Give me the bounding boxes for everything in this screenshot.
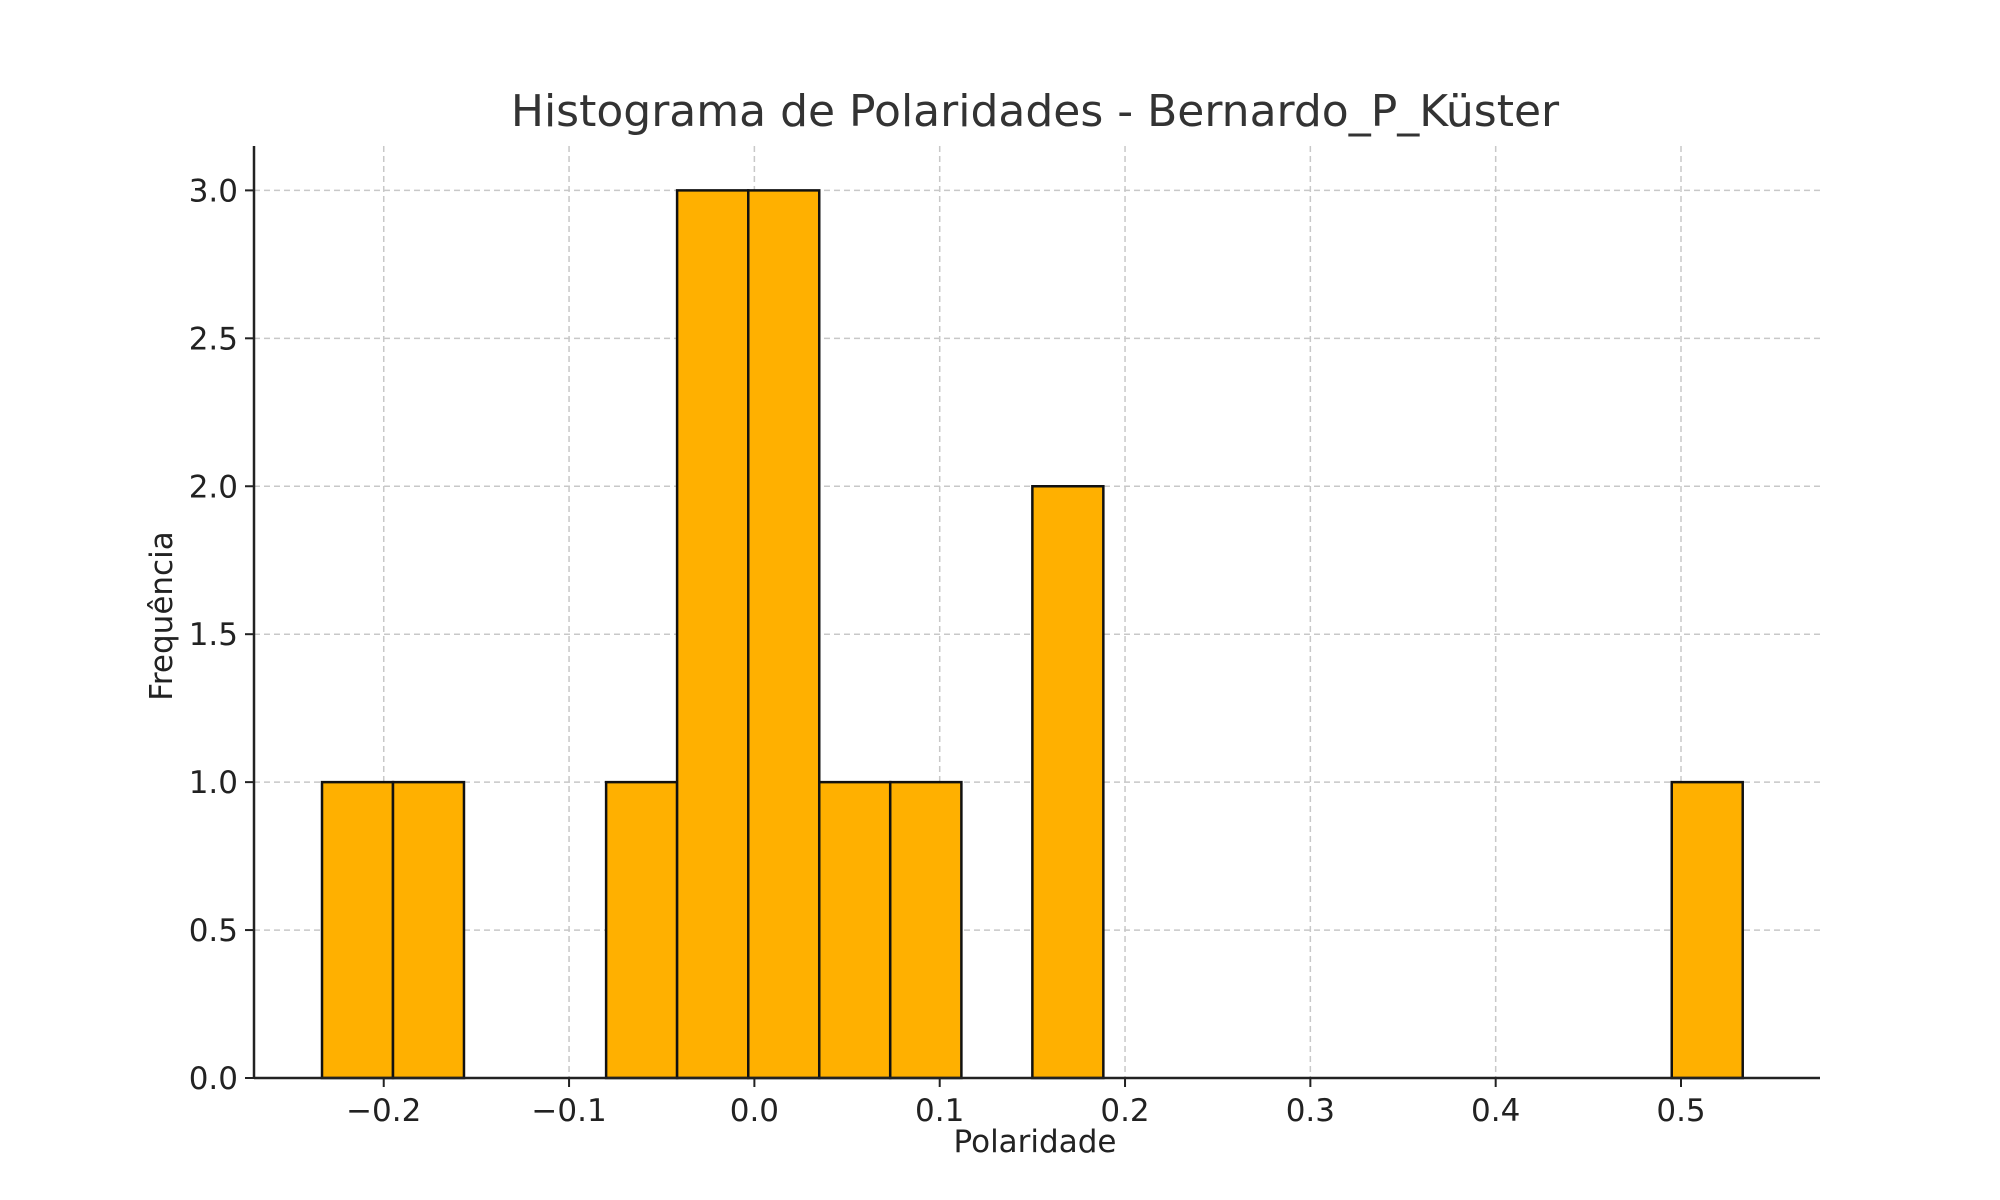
- histogram-bar: [1031, 485, 1105, 1080]
- y-axis-label: Frequência: [144, 531, 180, 700]
- y-tick-label: 0.5: [189, 913, 238, 949]
- chart-title: Histograma de Polaridades - Bernardo_P_K…: [511, 86, 1560, 137]
- bars-layer: [320, 189, 1744, 1080]
- histogram-bar: [604, 780, 679, 1080]
- histogram-bar: [747, 189, 821, 1080]
- x-tick-label: −0.1: [531, 1093, 606, 1129]
- x-tick-label: 0.2: [1100, 1093, 1149, 1129]
- x-tick-label: 0.0: [730, 1093, 779, 1129]
- y-tick-label: 1.0: [189, 765, 238, 801]
- x-axis-label: Polaridade: [954, 1124, 1117, 1160]
- histogram-bar: [888, 780, 963, 1080]
- histogram-bar: [320, 780, 395, 1080]
- histogram-bar: [817, 780, 892, 1080]
- x-tick-label: 0.4: [1471, 1093, 1520, 1129]
- histogram-bar: [675, 189, 750, 1080]
- axes-layer: [252, 146, 1820, 1080]
- y-tick-label: 0.0: [189, 1061, 238, 1097]
- y-tick-label: 2.0: [189, 469, 238, 505]
- histogram-bar: [391, 780, 466, 1080]
- ticks-layer: −0.2 −0.1 0.0 0.1 0.2 0.3 0.4 0.5 0.0 0.5 1.0 1.5 2.…: [189, 173, 1706, 1129]
- y-tick-label: 1.5: [189, 617, 238, 653]
- x-tick-label: 0.1: [915, 1093, 964, 1129]
- y-tick-label: 3.0: [189, 173, 238, 209]
- y-tick-label: 2.5: [189, 321, 238, 357]
- x-tick-label: −0.2: [346, 1093, 421, 1129]
- histogram-bar: [1670, 780, 1744, 1080]
- x-tick-label: 0.5: [1656, 1093, 1705, 1129]
- x-tick-label: 0.3: [1286, 1093, 1335, 1129]
